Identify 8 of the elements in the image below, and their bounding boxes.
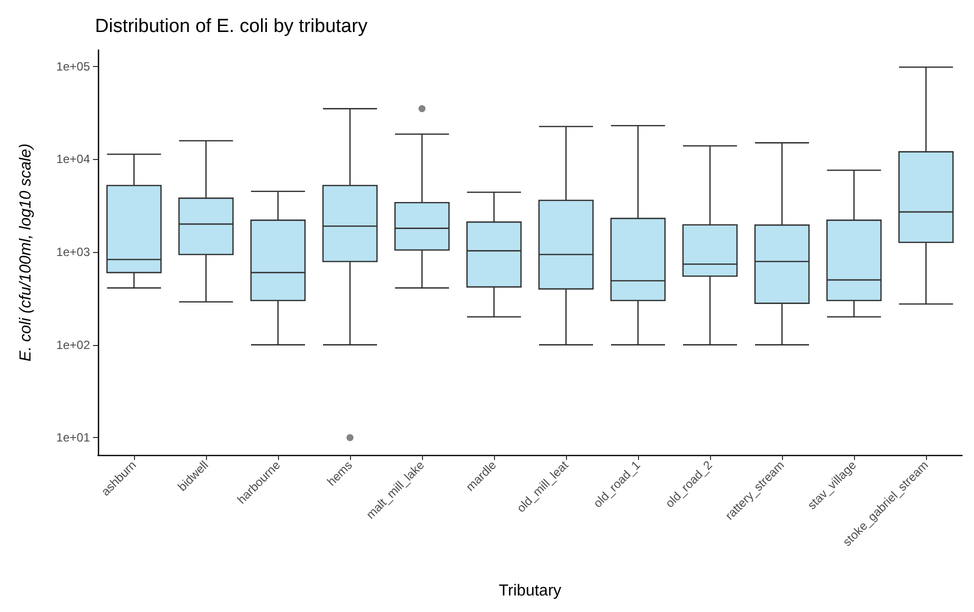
y-axis-title: E. coli (cfu/100ml, log10 scale): [18, 144, 34, 362]
y-tick-label: 1e+05: [56, 59, 90, 74]
chart-title: Distribution of E. coli by tributary: [95, 16, 368, 37]
y-tick-label: 1e+04: [56, 152, 90, 166]
y-tick-label: 1e+03: [56, 244, 90, 259]
x-axis-title: Tributary: [498, 582, 562, 600]
y-tick-label: 1e+01: [56, 430, 90, 445]
y-tick-label: 1e+02: [56, 338, 90, 352]
